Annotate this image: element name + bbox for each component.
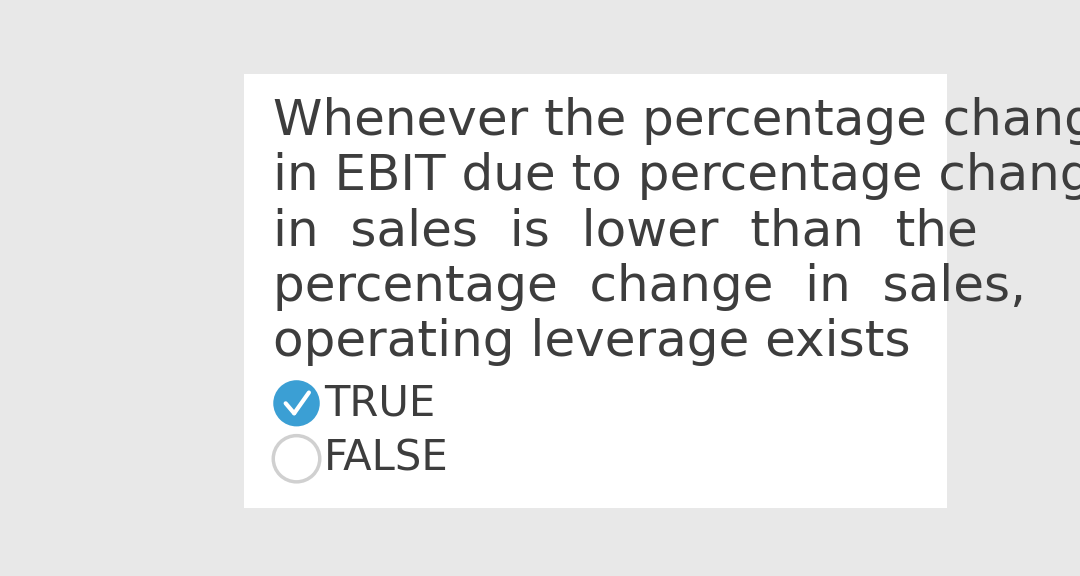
FancyBboxPatch shape	[244, 74, 947, 508]
Text: percentage  change  in  sales,: percentage change in sales,	[273, 263, 1026, 311]
Circle shape	[273, 380, 320, 426]
Text: in EBIT due to percentage change: in EBIT due to percentage change	[273, 152, 1080, 200]
Text: FALSE: FALSE	[324, 438, 448, 480]
Circle shape	[273, 435, 320, 482]
Text: in  sales  is  lower  than  the: in sales is lower than the	[273, 207, 978, 256]
Text: operating leverage exists: operating leverage exists	[273, 319, 910, 366]
Text: TRUE: TRUE	[324, 382, 435, 425]
Text: Whenever the percentage change: Whenever the percentage change	[273, 97, 1080, 145]
